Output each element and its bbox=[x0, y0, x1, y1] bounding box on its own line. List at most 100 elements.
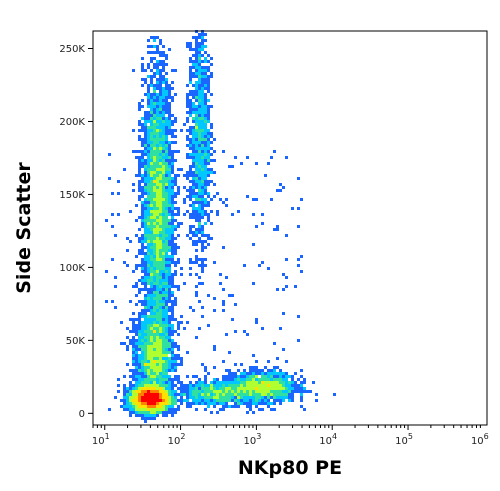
event-density-cell bbox=[204, 78, 207, 81]
event-density-cell bbox=[159, 207, 162, 210]
event-density-cell bbox=[159, 102, 162, 105]
event-density-cell bbox=[147, 96, 150, 99]
event-density-cell bbox=[153, 144, 156, 147]
event-density-cell bbox=[144, 129, 147, 132]
event-density-cell bbox=[168, 147, 171, 150]
event-density-cell bbox=[156, 45, 159, 48]
event-density-cell bbox=[165, 348, 168, 351]
event-density-cell bbox=[192, 153, 195, 156]
event-density-cell bbox=[168, 333, 171, 336]
event-density-cell bbox=[165, 288, 168, 291]
event-density-cell bbox=[204, 81, 207, 84]
event-density-cell bbox=[132, 69, 135, 72]
event-density-cell bbox=[135, 285, 138, 288]
event-density-cell bbox=[147, 93, 150, 96]
event-density-cell bbox=[219, 384, 222, 387]
event-density-cell bbox=[150, 222, 153, 225]
event-density-cell bbox=[144, 333, 147, 336]
event-density-cell bbox=[159, 285, 162, 288]
event-density-cell bbox=[222, 408, 225, 411]
event-density-cell bbox=[222, 309, 225, 312]
event-density-cell bbox=[210, 63, 213, 66]
event-density-cell bbox=[150, 321, 153, 324]
event-density-cell bbox=[207, 84, 210, 87]
event-density-cell bbox=[198, 123, 201, 126]
event-density-cell bbox=[195, 336, 198, 339]
event-density-cell bbox=[147, 345, 150, 348]
event-density-cell bbox=[156, 297, 159, 300]
event-density-cell bbox=[138, 345, 141, 348]
event-density-cell bbox=[192, 147, 195, 150]
event-density-cell bbox=[162, 411, 165, 414]
event-density-cell bbox=[168, 114, 171, 117]
event-density-cell bbox=[147, 210, 150, 213]
event-density-cell bbox=[285, 387, 288, 390]
event-density-cell bbox=[150, 366, 153, 369]
event-density-cell bbox=[255, 360, 258, 363]
event-density-cell bbox=[132, 375, 135, 378]
event-density-cell bbox=[195, 144, 198, 147]
event-density-cell bbox=[135, 357, 138, 360]
event-density-cell bbox=[174, 237, 177, 240]
event-density-cell bbox=[204, 180, 207, 183]
event-density-cell bbox=[198, 213, 201, 216]
event-density-cell bbox=[249, 378, 252, 381]
event-density-cell bbox=[147, 216, 150, 219]
event-density-cell bbox=[129, 369, 132, 372]
event-density-cell bbox=[204, 393, 207, 396]
event-density-cell bbox=[141, 399, 144, 402]
event-density-cell bbox=[171, 216, 174, 219]
event-density-cell bbox=[162, 396, 165, 399]
event-density-cell bbox=[183, 387, 186, 390]
event-density-cell bbox=[150, 249, 153, 252]
event-density-cell bbox=[216, 210, 219, 213]
event-density-cell bbox=[201, 162, 204, 165]
event-density-cell bbox=[246, 372, 249, 375]
event-density-cell bbox=[246, 156, 249, 159]
event-density-cell bbox=[225, 396, 228, 399]
event-density-cell bbox=[159, 303, 162, 306]
event-density-cell bbox=[204, 96, 207, 99]
event-density-cell bbox=[150, 327, 153, 330]
event-density-cell bbox=[219, 393, 222, 396]
event-density-cell bbox=[174, 219, 177, 222]
event-density-cell bbox=[156, 204, 159, 207]
event-density-cell bbox=[165, 87, 168, 90]
event-density-cell bbox=[135, 390, 138, 393]
event-density-cell bbox=[141, 381, 144, 384]
event-density-cell bbox=[141, 234, 144, 237]
event-density-cell bbox=[261, 408, 264, 411]
event-density-cell bbox=[162, 366, 165, 369]
event-density-cell bbox=[132, 150, 135, 153]
event-density-cell bbox=[159, 183, 162, 186]
event-density-cell bbox=[144, 162, 147, 165]
event-density-cell bbox=[258, 378, 261, 381]
event-density-cell bbox=[138, 165, 141, 168]
event-density-cell bbox=[195, 375, 198, 378]
event-density-cell bbox=[156, 309, 159, 312]
event-density-cell bbox=[177, 381, 180, 384]
event-density-cell bbox=[141, 240, 144, 243]
event-density-cell bbox=[132, 318, 135, 321]
event-density-cell bbox=[168, 255, 171, 258]
event-density-cell bbox=[195, 213, 198, 216]
event-density-cell bbox=[153, 402, 156, 405]
event-density-cell bbox=[150, 267, 153, 270]
event-density-cell bbox=[138, 324, 141, 327]
event-density-cell bbox=[171, 306, 174, 309]
event-density-cell bbox=[252, 393, 255, 396]
event-density-cell bbox=[204, 93, 207, 96]
event-density-cell bbox=[153, 213, 156, 216]
event-density-cell bbox=[153, 210, 156, 213]
event-density-cell bbox=[198, 180, 201, 183]
event-density-cell bbox=[201, 216, 204, 219]
event-density-cell bbox=[213, 399, 216, 402]
event-density-cell bbox=[147, 306, 150, 309]
event-density-cell bbox=[150, 339, 153, 342]
event-density-cell bbox=[171, 141, 174, 144]
event-density-cell bbox=[123, 261, 126, 264]
event-density-cell bbox=[156, 231, 159, 234]
event-density-cell bbox=[192, 234, 195, 237]
event-density-cell bbox=[156, 393, 159, 396]
event-density-cell bbox=[147, 351, 150, 354]
